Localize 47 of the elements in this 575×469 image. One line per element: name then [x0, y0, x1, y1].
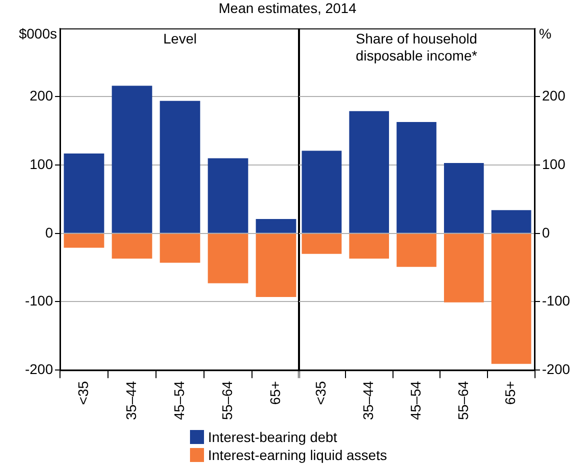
- legend-label: Interest-earning liquid assets: [208, 446, 387, 464]
- y2-tick-label: 100: [542, 156, 566, 172]
- bar: [491, 234, 532, 364]
- x-tick-label: 55–64: [454, 380, 471, 420]
- y-tick-label: 100: [30, 156, 54, 172]
- y-tick-label: 0: [45, 224, 54, 240]
- x-tick-label: 65+: [502, 381, 518, 405]
- y-tick-label: 200: [30, 88, 54, 104]
- y-tick-label: -100: [24, 292, 54, 309]
- bar: [64, 234, 104, 248]
- x-tick-label: 65+: [266, 381, 283, 405]
- chart-title: Level: [163, 30, 197, 46]
- x-tick-label: 55–64: [218, 380, 235, 420]
- bar: [208, 234, 248, 284]
- y-tick-label: -200: [24, 360, 54, 377]
- bar: [444, 234, 484, 302]
- y2-axis-title: %: [539, 25, 552, 42]
- bar: [64, 153, 104, 233]
- text: Share of household disposable income*: [356, 30, 478, 64]
- bar: [396, 122, 436, 233]
- y-axis-title: $000s: [18, 25, 57, 42]
- x-tick-label: 45–54: [170, 380, 187, 420]
- x-tick-label: <35: [312, 380, 329, 405]
- x-tick-label: <35: [74, 380, 91, 405]
- text: Mean estimates, 2014: [218, 0, 358, 16]
- bar: [491, 210, 532, 233]
- y2-tick-label: -200: [542, 360, 570, 377]
- bar: [160, 100, 200, 233]
- x-tick-label: 45–54: [407, 380, 424, 420]
- bar: [112, 86, 152, 233]
- bar: [208, 158, 248, 233]
- y2-tick-label: 0: [542, 224, 550, 240]
- bar: [112, 234, 152, 259]
- bar: [396, 234, 436, 267]
- bar: [302, 234, 342, 254]
- bar: [302, 150, 342, 233]
- bar: [349, 111, 390, 233]
- y2-tick-label: -100: [542, 292, 570, 309]
- bar: [160, 234, 200, 263]
- y2-tick-label: 200: [542, 88, 566, 104]
- x-tick-label: 35–44: [122, 380, 139, 420]
- bar: [444, 163, 484, 233]
- bar: [256, 219, 296, 233]
- bar: [256, 234, 296, 297]
- bar: [349, 234, 390, 259]
- x-tick-label: 35–44: [360, 380, 376, 420]
- legend-label: Interest-bearing debt: [208, 428, 338, 446]
